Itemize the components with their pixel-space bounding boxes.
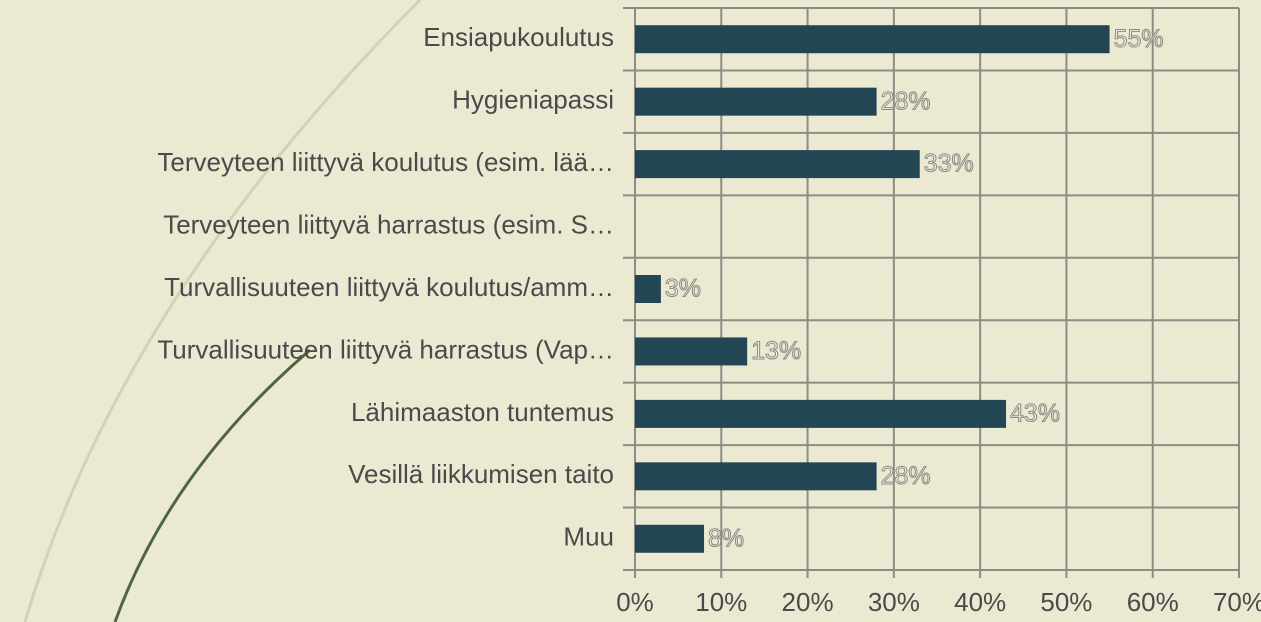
x-tick-label: 20% <box>782 587 834 617</box>
decoration-arc <box>23 0 422 622</box>
bar <box>635 87 877 116</box>
y-tick-label: Terveyteen liittyvä koulutus (esim. lää… <box>157 147 614 177</box>
value-label: 33% <box>924 150 974 178</box>
y-tick-label: Terveyteen liittyvä harrastus (esim. S… <box>163 209 614 239</box>
value-label: 3% <box>665 275 701 303</box>
y-tick-label: Vesillä liikkumisen taito <box>348 459 614 489</box>
y-tick-label: Turvallisuuteen liittyvä harrastus (Vap… <box>157 334 614 364</box>
bar <box>635 150 920 179</box>
bar <box>635 462 877 491</box>
y-tick-label: Turvallisuuteen liittyvä koulutus/amm… <box>164 272 614 302</box>
bar <box>635 25 1110 54</box>
y-tick-label: Hygieniapassi <box>452 85 614 115</box>
y-tick-label: Lähimaaston tuntemus <box>351 397 614 427</box>
x-tick-label: 0% <box>616 587 654 617</box>
x-tick-label: 70% <box>1213 587 1261 617</box>
decoration-arc <box>113 348 311 622</box>
value-label: 28% <box>881 87 931 115</box>
x-tick-label: 30% <box>868 587 920 617</box>
value-label: 28% <box>881 462 931 490</box>
bar <box>635 524 705 553</box>
bar <box>635 337 748 366</box>
value-label: 43% <box>1010 399 1060 427</box>
y-tick-label: Ensiapukoulutus <box>423 22 614 52</box>
bar <box>635 399 1007 428</box>
x-tick-label: 60% <box>1127 587 1179 617</box>
value-label: 55% <box>1114 25 1164 53</box>
x-tick-label: 40% <box>954 587 1006 617</box>
bar <box>635 275 661 303</box>
x-tick-label: 10% <box>695 587 747 617</box>
value-label: 13% <box>751 337 801 365</box>
x-tick-label: 50% <box>1040 587 1092 617</box>
y-tick-label: Muu <box>563 522 614 552</box>
value-label: 8% <box>708 524 744 552</box>
